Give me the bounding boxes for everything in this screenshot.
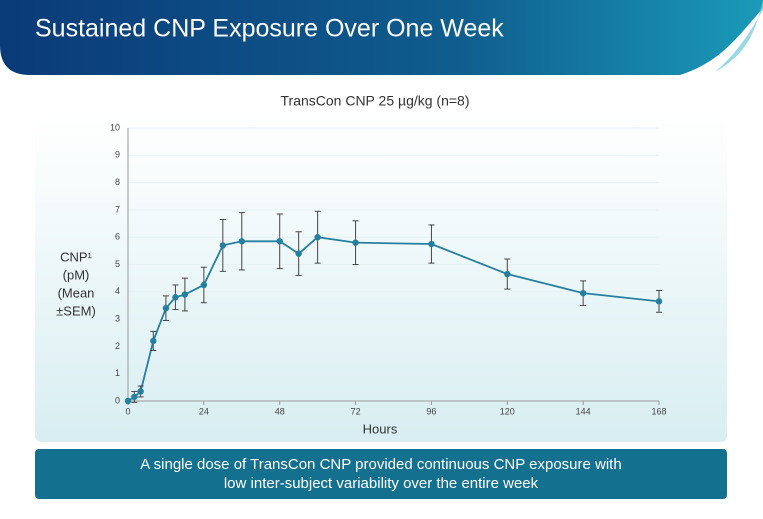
- y-axis-label-line: CNP¹: [60, 249, 92, 264]
- y-tick-label: 4: [115, 286, 120, 296]
- y-axis-label-line: (pM): [63, 267, 90, 282]
- x-tick-label: 144: [576, 406, 591, 416]
- note-line: low inter-subject variability over the e…: [224, 475, 539, 492]
- y-axis-label-line: (Mean: [58, 285, 95, 300]
- header-band: [0, 0, 763, 75]
- x-tick-label: 24: [199, 406, 209, 416]
- x-tick-label: 72: [351, 406, 361, 416]
- y-tick-label: 8: [115, 177, 120, 187]
- y-tick-label: 10: [110, 122, 120, 132]
- x-tick-label: 168: [651, 406, 666, 416]
- data-point: [219, 242, 227, 249]
- y-tick-label: 9: [115, 150, 120, 160]
- y-tick-label: 1: [115, 368, 120, 378]
- y-axis-label-line: ±SEM): [56, 303, 96, 318]
- data-point: [200, 281, 208, 289]
- data-point: [504, 270, 511, 278]
- y-tick-label: 6: [115, 232, 120, 242]
- y-axis-label: CNP¹ (pM) (Mean ±SEM): [56, 249, 96, 318]
- data-point: [579, 289, 587, 297]
- x-tick-label: 0: [125, 406, 130, 416]
- data-point: [131, 393, 138, 401]
- note-box: [35, 449, 727, 499]
- data-point: [181, 291, 189, 298]
- data-point: [137, 388, 144, 395]
- y-tick-label: 2: [115, 341, 120, 351]
- x-tick-label: 48: [275, 406, 285, 416]
- y-tick-label: 3: [115, 313, 120, 323]
- x-tick-label: 120: [500, 406, 515, 416]
- data-point: [295, 250, 302, 257]
- y-tick-label: 5: [115, 259, 120, 269]
- slide-title: Sustained CNP Exposure Over One Week: [35, 15, 504, 43]
- data-point: [238, 238, 245, 245]
- series-line: [127, 236, 660, 402]
- data-point: [172, 294, 179, 301]
- x-tick-label: 96: [426, 406, 436, 416]
- x-axis-label: Hours: [363, 421, 398, 436]
- data-point: [276, 238, 283, 245]
- note-line: A single dose of TransCon CNP provided c…: [140, 456, 621, 473]
- y-tick-label: 0: [115, 395, 120, 405]
- note: A single dose of TransCon CNP provided c…: [140, 456, 621, 492]
- data-point: [655, 298, 663, 305]
- chart-title: TransCon CNP 25 µg/kg (n=8): [281, 93, 470, 109]
- chart-panel: [35, 116, 727, 442]
- header-swoosh: [700, 20, 763, 75]
- data-point: [124, 397, 132, 405]
- data-point: [314, 234, 321, 241]
- data-point: [428, 240, 435, 248]
- data-point: [162, 304, 170, 312]
- data-point: [352, 239, 359, 246]
- data-point: [150, 337, 157, 345]
- y-tick-label: 7: [115, 204, 120, 214]
